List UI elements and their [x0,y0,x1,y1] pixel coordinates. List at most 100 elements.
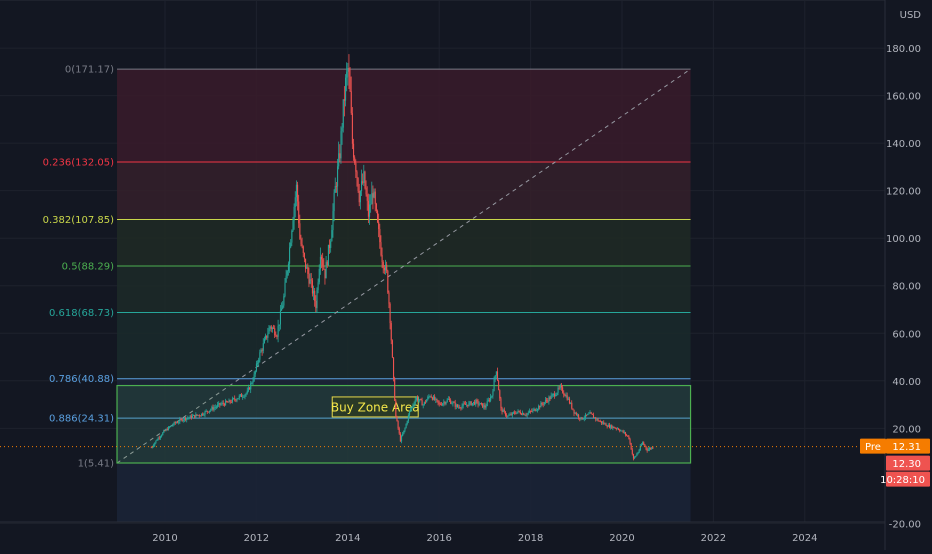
candle [156,438,158,441]
candle-body [508,415,510,417]
candle-body [487,399,489,402]
candle-body [611,425,613,429]
candle-body [519,411,521,414]
candle-body [387,270,389,293]
candle-body [531,411,533,412]
candle-body [294,197,296,207]
candle [266,335,268,340]
candle-body [255,363,257,371]
candle-body [198,415,200,416]
candle [294,191,296,218]
candle-body [565,395,567,397]
candle-body [627,435,629,437]
candle [390,320,392,345]
candle-body [218,403,220,405]
candle [260,348,262,353]
candle-body [562,387,564,393]
candle [249,386,251,390]
candle-body [377,210,379,222]
candle [241,393,243,398]
candle [635,455,637,458]
candle [199,415,202,417]
candle-body [364,171,366,189]
candle-body [412,405,414,407]
candle-body [395,400,397,417]
candle [371,181,373,205]
candle [556,392,558,396]
candle [565,392,567,398]
candle [343,86,345,117]
candle [305,258,307,273]
candle [606,425,608,429]
candle-body [459,406,461,408]
candle [374,188,376,212]
candle [183,417,186,423]
candle-body [178,421,180,423]
candle-body [295,184,297,198]
candle [408,410,411,418]
candle-body [321,256,323,260]
candle-body [329,244,331,248]
candle [522,410,524,416]
candle [579,417,581,422]
candle [345,74,347,107]
candle [594,416,596,419]
candle-body [498,380,500,391]
candle-body [362,181,364,183]
candle [542,401,544,408]
candle-body [596,418,598,420]
candle [502,408,504,413]
candle [533,407,535,412]
candle-body [260,350,262,353]
candle [245,392,247,397]
fib-level-label: 0.236(132.05) [43,158,115,169]
candle [413,401,415,409]
candle [552,393,555,397]
candle-body [391,340,393,358]
candle [526,412,528,418]
candle [623,430,625,435]
candle-body [614,427,616,429]
candle [309,273,311,285]
candle-body [313,290,315,294]
candle [289,242,291,273]
candle [496,367,499,382]
candle-body [526,413,528,416]
fib-level-label: 1(5.41) [78,459,115,470]
candle-body [535,410,537,412]
candle [591,413,593,415]
candle [454,399,456,410]
candle-body [185,417,187,420]
pre-value-box [886,438,930,454]
candle-body [153,445,155,447]
candle-body [379,229,381,243]
candle-body [477,400,479,405]
candle-body [453,402,455,404]
candle-body [274,328,276,336]
candle-body [405,423,407,429]
currency-label: USD [900,10,922,21]
candle [169,426,171,429]
x-tick-label: 2010 [152,533,177,544]
fib-level-label: 0.786(40.88) [49,374,114,385]
candle [402,431,404,437]
candle [311,278,313,297]
candle-body [193,414,195,416]
candle-body [317,282,319,291]
candle [549,395,551,402]
candle-body [316,290,318,309]
candle-body [282,305,284,309]
candle [636,452,638,457]
candle-body [279,310,281,325]
y-tick-label: 100.00 [886,234,921,245]
candle [550,392,552,400]
candle-body [572,408,574,410]
candle-body [548,397,550,402]
candle [319,247,321,275]
candle [531,408,533,413]
candle-body [233,398,235,400]
candle [574,411,576,415]
candle-body [396,416,398,422]
